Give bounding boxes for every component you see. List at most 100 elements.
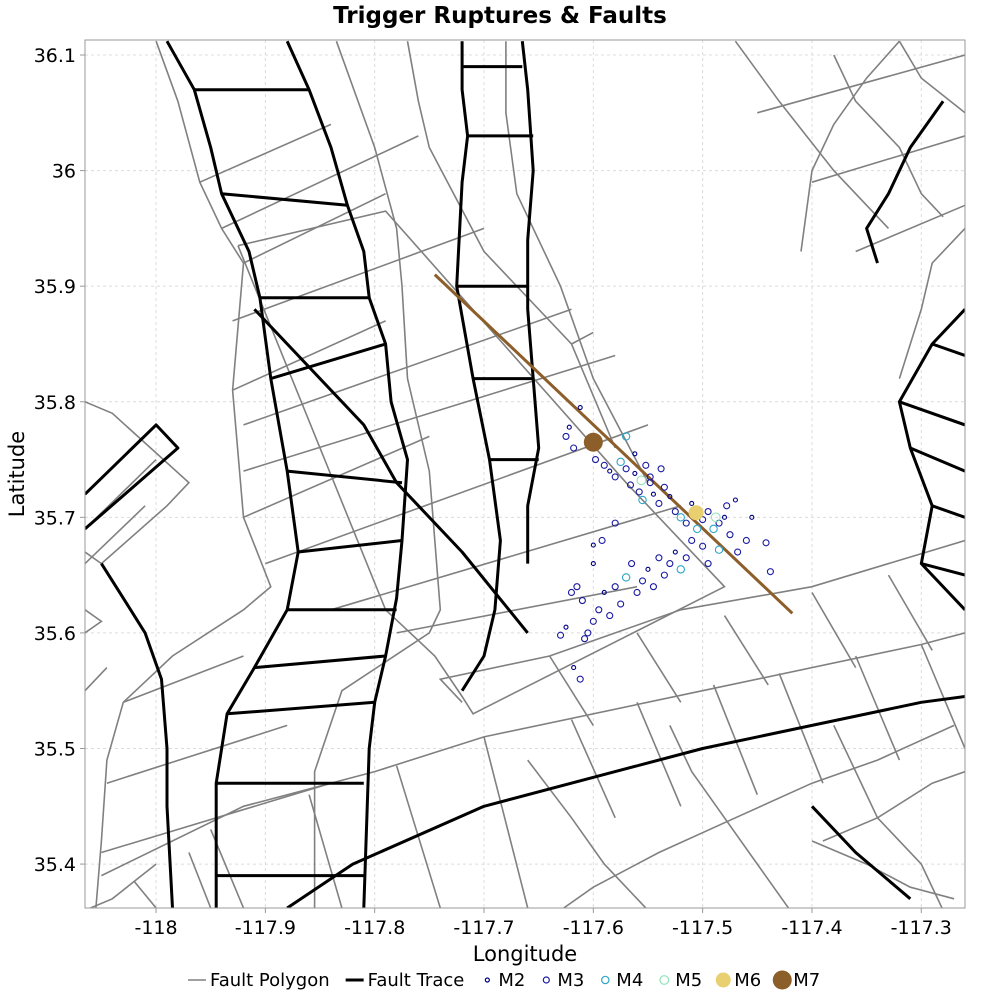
- fault-polygon-segment: [757, 54, 965, 114]
- aftershock-point: [642, 461, 650, 469]
- fault-polygon-segment: [920, 644, 965, 749]
- aftershock-point: [704, 560, 712, 568]
- fault-polygon-segment: [243, 308, 572, 426]
- fault-trace: [165, 40, 300, 908]
- aftershock-point: [645, 566, 651, 572]
- aftershock-point: [626, 481, 635, 489]
- fault-polygon: [85, 401, 191, 565]
- fault-polygon-segment: [811, 592, 857, 669]
- aftershock-point: [567, 588, 576, 597]
- aftershock-point: [749, 514, 755, 520]
- aftershock-point: [671, 508, 679, 516]
- aftershock-point: [628, 560, 636, 568]
- aftershock-point: [726, 531, 734, 539]
- fault-polygon-segment: [854, 655, 901, 761]
- aftershock-point: [709, 524, 718, 534]
- aftershock-point: [660, 483, 668, 491]
- trigger-event-point: [583, 432, 603, 452]
- legend-swatch-marker: [484, 977, 490, 983]
- fault-polygon-segment: [887, 574, 933, 651]
- aftershock-point: [590, 542, 596, 548]
- y-tick-label: 35.7: [34, 507, 76, 529]
- fault-trace-segment: [898, 400, 965, 427]
- aftershock-point: [636, 475, 647, 486]
- y-axis-ticks: 35.4 35.5 35.6 35.7 35.8 35.9 36 36.1: [34, 45, 85, 876]
- fault-polygon: [833, 54, 944, 218]
- aftershock-point: [714, 545, 724, 554]
- y-tick-label: 35.9: [34, 276, 76, 298]
- aftershock-point: [589, 617, 597, 625]
- x-tick-label: -117.5: [672, 917, 733, 939]
- fault-polygon-segment: [811, 135, 965, 183]
- legend-swatch-marker: [715, 972, 731, 988]
- fault-trace-segment: [931, 342, 965, 357]
- fault-polygon: [95, 40, 272, 908]
- aftershock-point: [762, 539, 770, 547]
- x-axis-label: Longitude: [473, 942, 577, 966]
- aftershock-layer: [556, 404, 774, 683]
- aftershock-point: [638, 495, 647, 505]
- chart-title: Trigger Ruptures & Faults: [333, 3, 667, 29]
- fault-polygon: [505, 41, 649, 484]
- legend-label: M7: [793, 970, 820, 991]
- legend-label: Fault Trace: [368, 970, 465, 991]
- legend-label: M6: [734, 970, 761, 991]
- fault-polygon: [88, 863, 157, 908]
- fault-polygon-segment: [330, 505, 682, 611]
- aftershock-point: [682, 519, 690, 527]
- y-tick-label: 35.5: [34, 739, 76, 761]
- aftershock-point: [633, 588, 641, 597]
- legend-swatch-marker: [601, 975, 610, 985]
- fault-polygon-segment: [133, 880, 157, 908]
- aftershock-point: [573, 583, 581, 591]
- aftershock-point: [704, 508, 712, 516]
- fault-polygon-segment: [723, 615, 769, 686]
- aftershock-point: [655, 499, 663, 508]
- fault-trace: [100, 562, 174, 908]
- y-tick-label: 35.8: [34, 392, 76, 414]
- aftershock-point: [689, 500, 695, 507]
- fault-polygon: [562, 724, 955, 908]
- aftershock-point: [632, 470, 638, 476]
- fault-polygon: [811, 840, 955, 900]
- legend-label: Fault Polygon: [210, 970, 330, 991]
- fault-polygon-segment: [221, 135, 419, 230]
- aftershock-point: [646, 473, 654, 481]
- fault-polygon: [800, 40, 900, 252]
- aftershock-point: [667, 493, 673, 500]
- aftershock-point: [649, 583, 657, 591]
- fault-polygon: [438, 539, 965, 703]
- aftershock-point: [655, 554, 663, 562]
- fault-trace-layer: [85, 40, 965, 908]
- fault-polygon-segment: [106, 724, 288, 784]
- y-tick-label: 36.1: [34, 45, 76, 67]
- fault-polygon-segment: [571, 331, 594, 345]
- fault-polygon: [822, 770, 965, 842]
- fault-trace-segment: [226, 700, 375, 716]
- aftershock-point: [666, 560, 674, 568]
- fault-polygon-segment: [712, 684, 759, 795]
- fault-polygon: [898, 40, 965, 114]
- x-tick-label: -117.8: [344, 917, 405, 939]
- fault-polygon: [734, 40, 890, 229]
- aftershock-point: [611, 473, 619, 481]
- y-tick-label: 35.4: [34, 854, 76, 876]
- y-tick-label: 36: [52, 161, 76, 183]
- aftershock-point: [598, 536, 606, 545]
- aftershock-point: [766, 568, 774, 576]
- fault-polygon-segment: [265, 424, 649, 565]
- legend-swatch-marker: [772, 970, 792, 990]
- aftershock-point: [657, 465, 665, 473]
- aftershock-point: [576, 675, 584, 683]
- fault-polygon-segment: [232, 320, 386, 391]
- legend: Fault Polygon Fault Trace M2 M3 M4 M5 M6 M7: [188, 970, 820, 991]
- aftershock-point: [672, 549, 678, 555]
- fault-polygon: [898, 227, 965, 379]
- fault-polygon-segment: [308, 794, 343, 908]
- aftershock-point: [723, 502, 731, 510]
- aftershock-point: [699, 516, 707, 524]
- x-tick-label: -117.6: [563, 917, 624, 939]
- aftershock-point: [734, 548, 742, 556]
